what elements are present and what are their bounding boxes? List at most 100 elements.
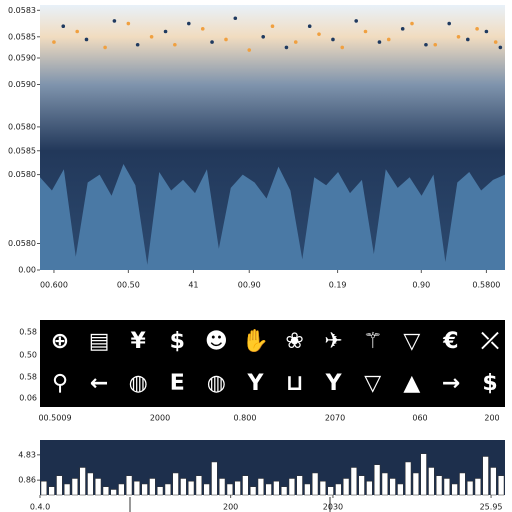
bar	[149, 478, 156, 496]
y-tick-label: 0.0580	[8, 239, 36, 248]
scatter-point	[400, 27, 405, 31]
y-tick-label: 0.0580	[8, 170, 36, 179]
scatter-point	[261, 35, 266, 39]
scatter-point	[354, 19, 359, 23]
icon: $	[482, 371, 497, 396]
bar	[482, 456, 489, 496]
axis-label: 0.800	[234, 414, 257, 423]
scatter-point	[447, 21, 452, 26]
y-tick-label: 0.0583	[8, 6, 36, 15]
y-tick-label: 0.0585	[8, 32, 36, 41]
x-tick-label: 00.90	[238, 281, 261, 290]
icon: ▤	[89, 329, 110, 354]
scatter-point	[466, 37, 470, 42]
axis-label: 00.5009	[38, 414, 71, 423]
icon: €	[442, 329, 458, 354]
scatter-point	[135, 42, 140, 47]
icon: ❀	[285, 329, 303, 354]
icon: ☻	[205, 329, 228, 354]
icon: ←	[90, 371, 108, 396]
scatter-point	[270, 24, 275, 29]
row-label: 0.58	[19, 373, 37, 382]
icon: →	[442, 371, 460, 396]
icon: ⚚	[363, 329, 383, 354]
scatter-point	[493, 40, 498, 44]
bar	[265, 483, 272, 496]
bar	[242, 475, 249, 496]
y-tick-label: 0.0580	[8, 122, 36, 131]
bar	[71, 478, 78, 496]
x-tick-label: 200	[223, 503, 238, 512]
scatter-point	[475, 27, 479, 31]
bar	[141, 483, 148, 496]
bar	[343, 478, 350, 496]
bar	[304, 483, 311, 496]
scatter-point	[52, 40, 56, 44]
bar	[273, 481, 280, 496]
scatter-point	[456, 35, 461, 39]
scatter-point	[61, 24, 66, 29]
bar	[203, 483, 210, 496]
icon: ◍	[129, 371, 148, 396]
bar	[133, 481, 140, 496]
bar	[118, 483, 125, 496]
scatter-point	[187, 21, 191, 26]
scatter-point	[75, 29, 79, 34]
y-tick-label: 0.00	[18, 266, 36, 275]
bar	[319, 481, 326, 496]
scatter-point	[84, 37, 89, 42]
scatter-point	[293, 40, 298, 44]
y-tick-label: 4.83	[18, 450, 36, 459]
bar	[397, 483, 404, 496]
bar	[327, 486, 334, 496]
bar	[95, 478, 102, 496]
bar	[219, 478, 226, 496]
scatter-point	[233, 16, 238, 21]
row-label: 0.58	[19, 328, 37, 337]
icon: ⤫	[481, 329, 499, 354]
scatter-point	[200, 27, 205, 31]
scatter-point	[210, 40, 214, 44]
bar	[358, 475, 365, 496]
icon: Ε	[170, 371, 185, 396]
bar	[467, 481, 474, 496]
bar	[350, 467, 357, 496]
bar	[420, 453, 427, 496]
row-label: 0.50	[19, 351, 37, 360]
axis-label: 2070	[325, 414, 345, 423]
bar	[257, 478, 264, 496]
scatter-point	[377, 40, 382, 44]
x-tick-label: 41	[188, 281, 198, 290]
bar	[436, 475, 443, 496]
scatter-point	[284, 45, 289, 50]
bar	[102, 486, 109, 496]
bar	[389, 478, 396, 496]
bar	[459, 472, 466, 496]
scatter-point	[410, 21, 414, 26]
icon: ▽	[403, 329, 420, 354]
icon: ▲	[403, 371, 420, 396]
bar	[281, 486, 288, 496]
scatter-point	[484, 29, 489, 34]
scatter-point	[163, 29, 168, 34]
x-tick-label: 0.4.0	[30, 503, 50, 512]
area	[40, 164, 505, 270]
bar	[126, 475, 133, 496]
bar	[451, 483, 458, 496]
icon-panel	[40, 320, 505, 407]
x-tick-label: 2030	[323, 503, 343, 512]
bar	[180, 478, 187, 496]
scatter-point	[340, 45, 345, 50]
scatter-point	[307, 24, 312, 29]
bar	[40, 481, 47, 496]
scatter-point	[433, 42, 438, 47]
bar	[490, 467, 497, 496]
bar	[164, 483, 171, 496]
icon: ◍	[207, 371, 226, 396]
bar	[234, 481, 241, 496]
x-tick-label: 00.600	[40, 281, 68, 290]
bar	[405, 461, 412, 496]
scatter-point	[224, 37, 228, 42]
bar	[381, 472, 388, 496]
icon: ⊕	[51, 329, 69, 354]
